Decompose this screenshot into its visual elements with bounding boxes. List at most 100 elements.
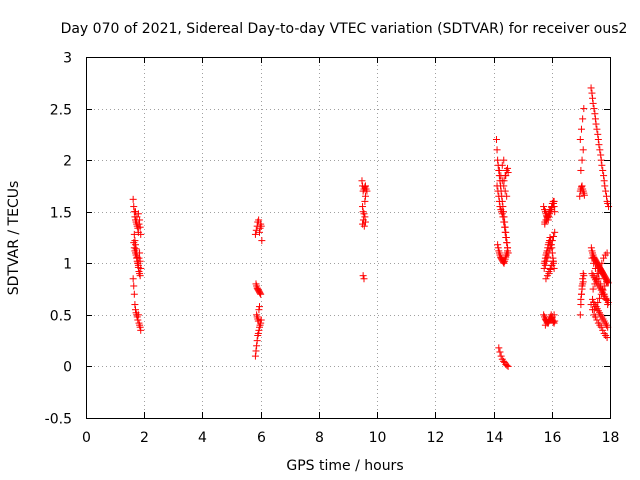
data-point [257,290,265,298]
data-point [494,244,502,252]
data-point [130,203,138,211]
data-point [580,105,588,113]
data-point [596,264,604,272]
data-point [600,177,608,185]
data-point [579,278,587,286]
data-point [591,110,599,118]
data-point [360,210,368,218]
data-point [494,187,502,195]
data-point [548,204,556,212]
data-point [593,316,601,324]
data-point [579,275,587,283]
y-tick-label: 1.5 [50,206,72,222]
data-point [597,151,605,159]
x-axis-label: GPS time / hours [286,458,403,474]
data-point [590,259,598,267]
x-tick-label: 2 [140,430,149,446]
data-point [255,326,263,334]
data-point [496,348,504,356]
data-point [543,216,551,224]
data-point [133,253,141,261]
data-point [588,89,596,97]
data-point [541,261,549,269]
data-point [504,164,512,172]
data-point [589,99,597,107]
data-point [587,301,595,309]
data-point [592,303,600,311]
data-point [504,362,512,370]
data-point [130,282,138,290]
data-point [502,172,510,180]
data-point [600,254,608,262]
y-tick-label: 1 [63,257,72,273]
data-point [540,264,548,272]
x-tick-label: 16 [544,430,562,446]
data-point [594,136,602,144]
data-point [548,261,556,269]
data-point [361,182,369,190]
data-point [588,254,596,262]
data-point [136,223,144,231]
data-point [545,249,553,257]
data-point [602,295,610,303]
data-point [599,286,607,294]
data-point [547,241,555,249]
data-point [580,272,588,280]
y-tick-label: 2 [63,154,72,170]
data-point [578,282,586,290]
data-point [130,244,138,252]
data-point [548,244,556,252]
data-point [577,166,585,174]
data-point [580,191,588,199]
data-point [546,208,554,216]
data-point [492,136,500,144]
data-point [134,316,142,324]
data-point [589,295,597,303]
data-point [545,270,553,278]
data-point [503,192,511,200]
data-point [587,244,595,252]
data-point [544,253,552,261]
data-point [551,228,559,236]
data-point [135,254,143,262]
data-point [134,263,142,271]
data-point [497,352,505,360]
data-point [549,257,557,265]
data-point [493,182,501,190]
x-tick-label: 14 [486,430,504,446]
data-point [593,275,601,283]
data-point [602,187,610,195]
data-points [129,84,613,370]
data-point [601,182,609,190]
data-point [579,115,587,123]
data-point [591,280,599,288]
data-point [133,249,141,257]
data-point [495,192,503,200]
data-point [495,166,503,174]
data-point [495,197,503,205]
chart-title: Day 070 of 2021, Sidereal Day-to-day VTE… [61,21,628,37]
data-point [597,323,605,331]
data-point [500,218,508,226]
data-point [587,84,595,92]
data-point [360,275,368,283]
data-point [590,306,598,314]
data-point [590,105,598,113]
y-tick-label: 2.5 [50,103,72,119]
data-point [576,311,584,319]
data-point [256,303,264,311]
data-point [361,192,369,200]
data-point [578,156,586,164]
data-point [546,265,554,273]
data-point [131,241,139,249]
data-point [543,257,551,265]
data-point [504,247,512,255]
data-point [131,301,139,309]
data-point [258,237,266,245]
data-point [577,295,585,303]
data-point [603,334,611,342]
data-point [542,275,550,283]
data-point [600,172,608,180]
data-point [134,210,142,218]
